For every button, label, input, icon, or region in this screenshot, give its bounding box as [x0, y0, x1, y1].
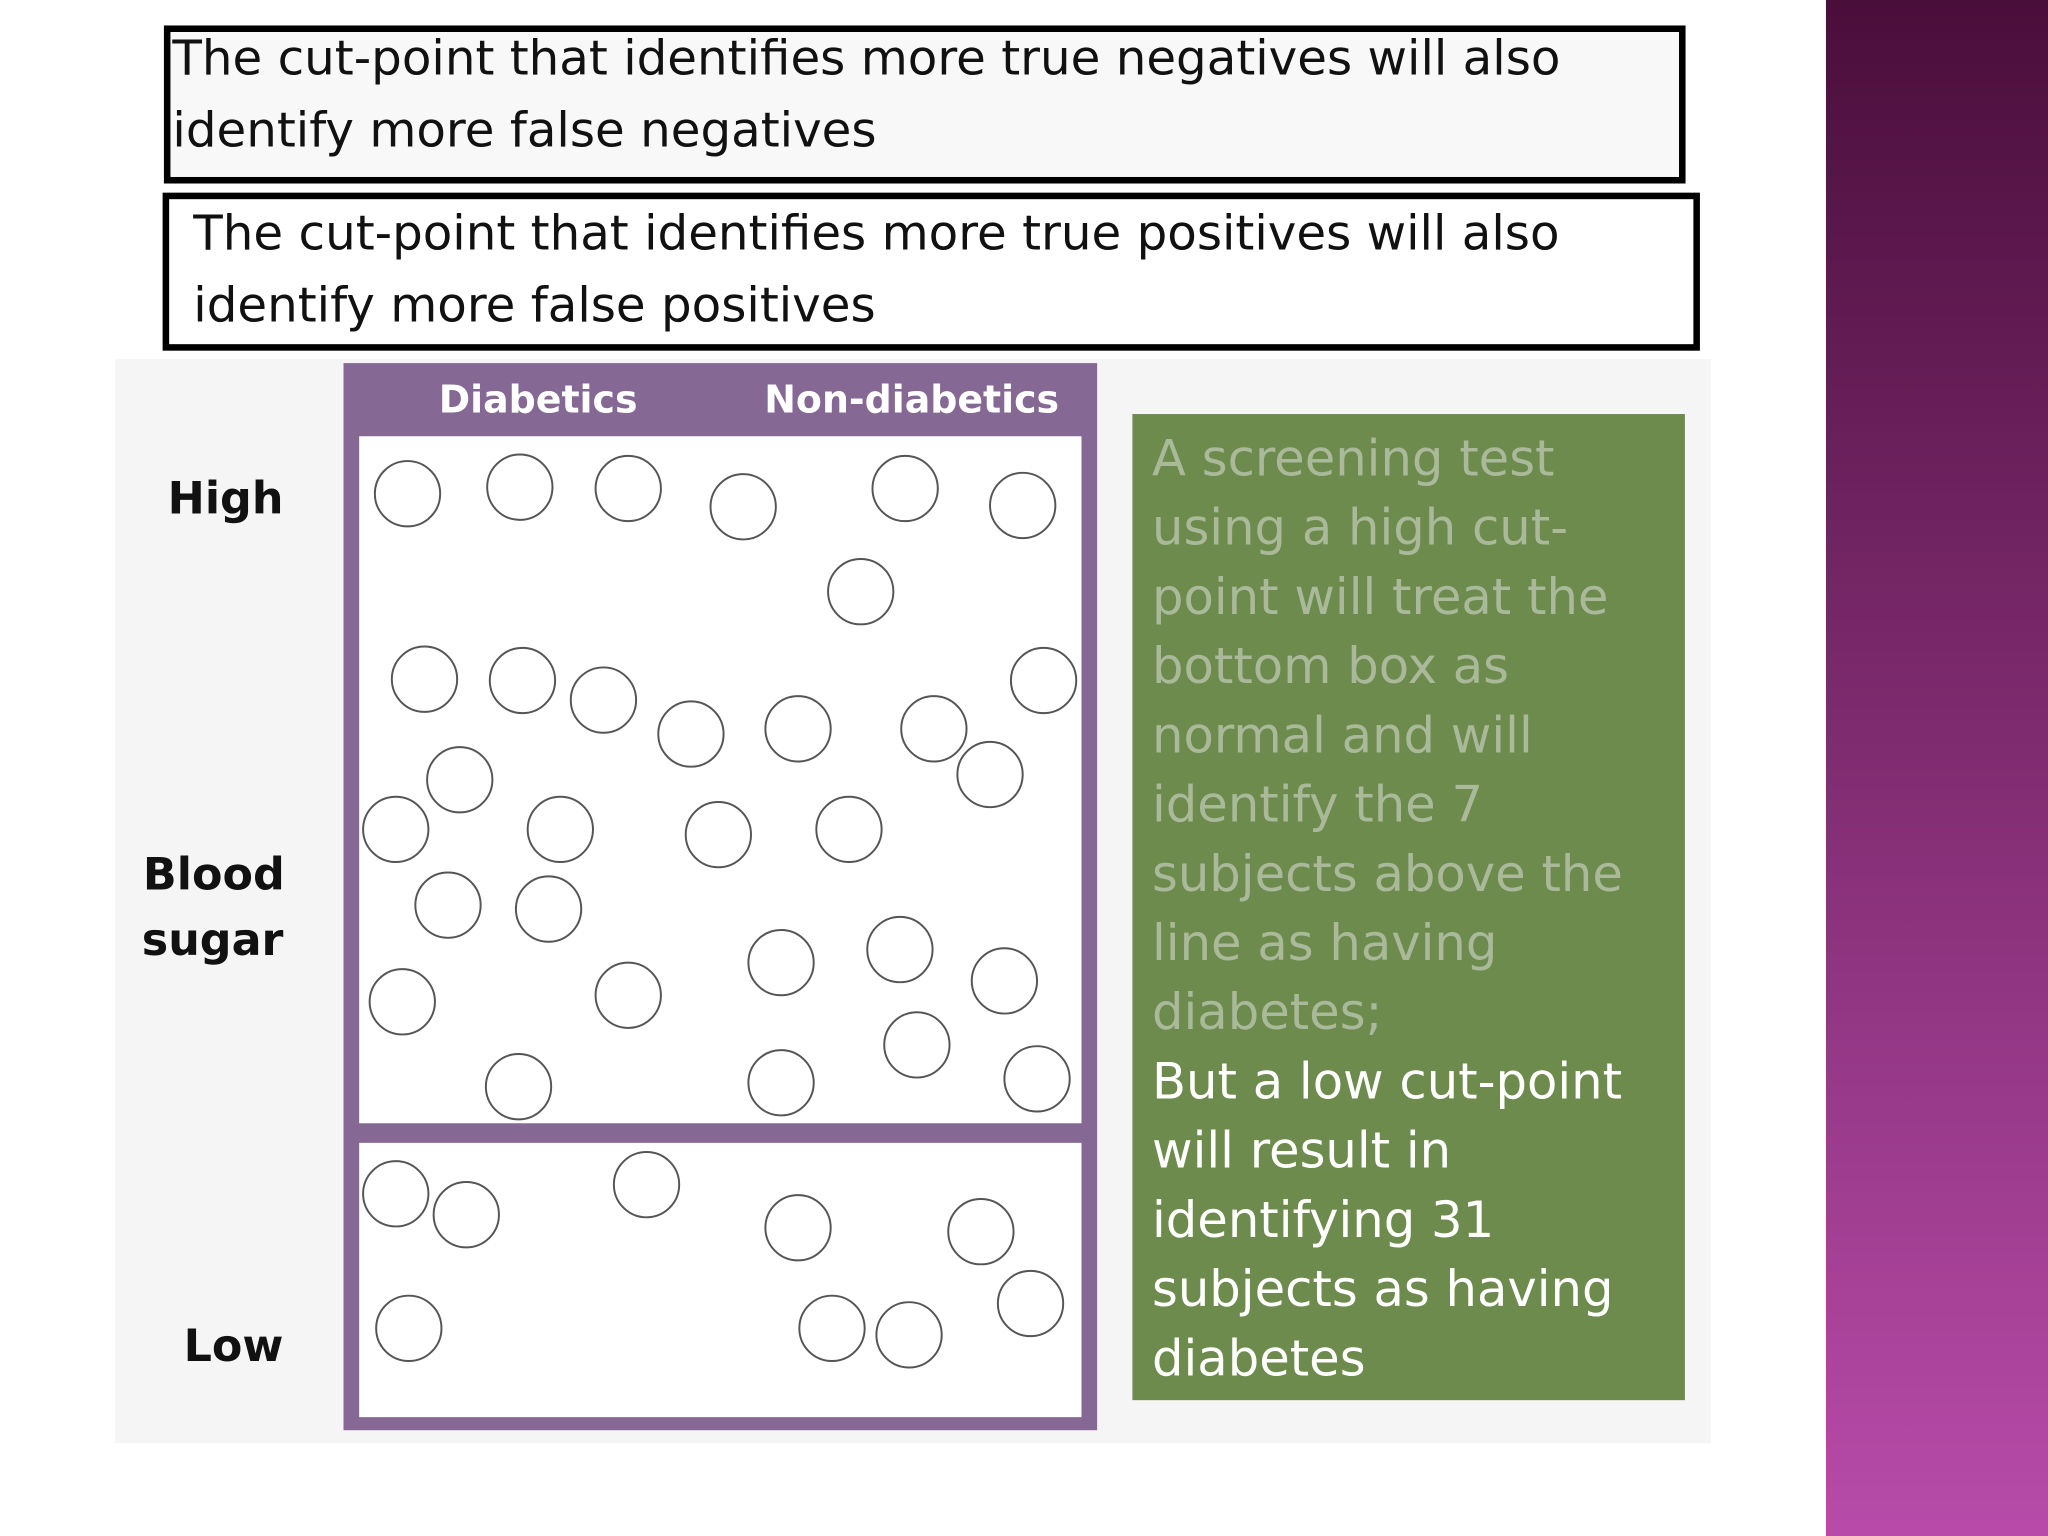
subject-circle — [956, 740, 1024, 809]
subject-circle — [970, 947, 1039, 1015]
subject-circle — [657, 700, 725, 768]
subject-circle — [486, 453, 554, 521]
side-band — [1825, 0, 2048, 1536]
upper-box — [359, 436, 1082, 1124]
subject-circle — [612, 1151, 681, 1219]
subject-circle — [484, 1053, 553, 1121]
subject-circle — [684, 800, 752, 869]
subject-circle — [815, 795, 883, 864]
subject-circle — [947, 1198, 1015, 1266]
column-header: Diabetics — [439, 378, 638, 422]
note-line: diabetes; — [1152, 983, 1382, 1041]
subject-circle — [875, 1301, 943, 1369]
statement-box — [163, 25, 1686, 184]
note-line: subjects as having — [1152, 1260, 1614, 1318]
note-line: point will treat the — [1152, 568, 1608, 626]
subject-circle — [426, 746, 494, 814]
texts: The cut-point that identifies more true … — [142, 30, 1623, 1387]
subject-circle — [594, 961, 662, 1029]
note-line: A screening test — [1152, 429, 1555, 487]
subject-circle — [747, 1049, 815, 1117]
lower-box — [359, 1142, 1082, 1418]
subject-circle — [594, 454, 662, 523]
subjects — [362, 453, 1078, 1369]
subject-circle — [526, 795, 594, 864]
subject-circle — [488, 646, 557, 715]
note-line: bottom box as — [1152, 637, 1509, 695]
subject-circle — [362, 795, 430, 864]
row-label: Blood — [143, 849, 285, 900]
subject-circle — [414, 871, 482, 939]
row-label: High — [168, 473, 284, 524]
subject-circle — [866, 915, 934, 984]
subject-circle — [883, 1011, 951, 1079]
statement-box — [162, 192, 1700, 351]
subject-circle — [764, 1194, 832, 1262]
subject-circle — [747, 928, 815, 997]
note-line: diabetes — [1152, 1329, 1366, 1387]
subject-circle — [989, 471, 1057, 540]
subject-circle — [362, 1160, 430, 1228]
note-line: But a low cut-point — [1152, 1052, 1622, 1110]
subject-circle — [764, 695, 832, 763]
subject-circle — [996, 1269, 1065, 1338]
statement-line: The cut-point that identifies more true … — [171, 30, 1560, 86]
note-line: will result in — [1152, 1122, 1451, 1180]
statement-line: identify more false negatives — [172, 102, 876, 158]
subject-circle — [871, 454, 939, 523]
note-line: line as having — [1152, 914, 1497, 972]
subject-circle — [827, 558, 895, 626]
subject-circle — [432, 1181, 500, 1249]
subject-circle — [709, 473, 777, 541]
note-line: identifying 31 — [1152, 1191, 1494, 1249]
note-line: identify the 7 — [1152, 776, 1483, 834]
subject-circle — [514, 875, 583, 943]
statement-line: identify more false positives — [193, 277, 875, 333]
note-line: using a high cut- — [1152, 499, 1568, 557]
subject-circle — [1003, 1045, 1071, 1113]
column-header: Non-diabetics — [764, 378, 1059, 422]
subject-circle — [569, 666, 638, 734]
row-label: Low — [184, 1321, 284, 1372]
subject-circle — [900, 695, 968, 763]
statement-line: The cut-point that identifies more true … — [192, 205, 1559, 261]
subject-circle — [390, 645, 459, 713]
subject-circle — [373, 460, 442, 528]
note-line: normal and will — [1152, 706, 1533, 764]
note-line: subjects above the — [1152, 845, 1623, 903]
subject-circle — [375, 1294, 443, 1362]
row-label: sugar — [142, 915, 284, 966]
subject-circle — [368, 968, 436, 1036]
note-box — [1132, 414, 1685, 1401]
subject-circle — [1009, 646, 1078, 715]
subject-circle — [798, 1294, 866, 1362]
